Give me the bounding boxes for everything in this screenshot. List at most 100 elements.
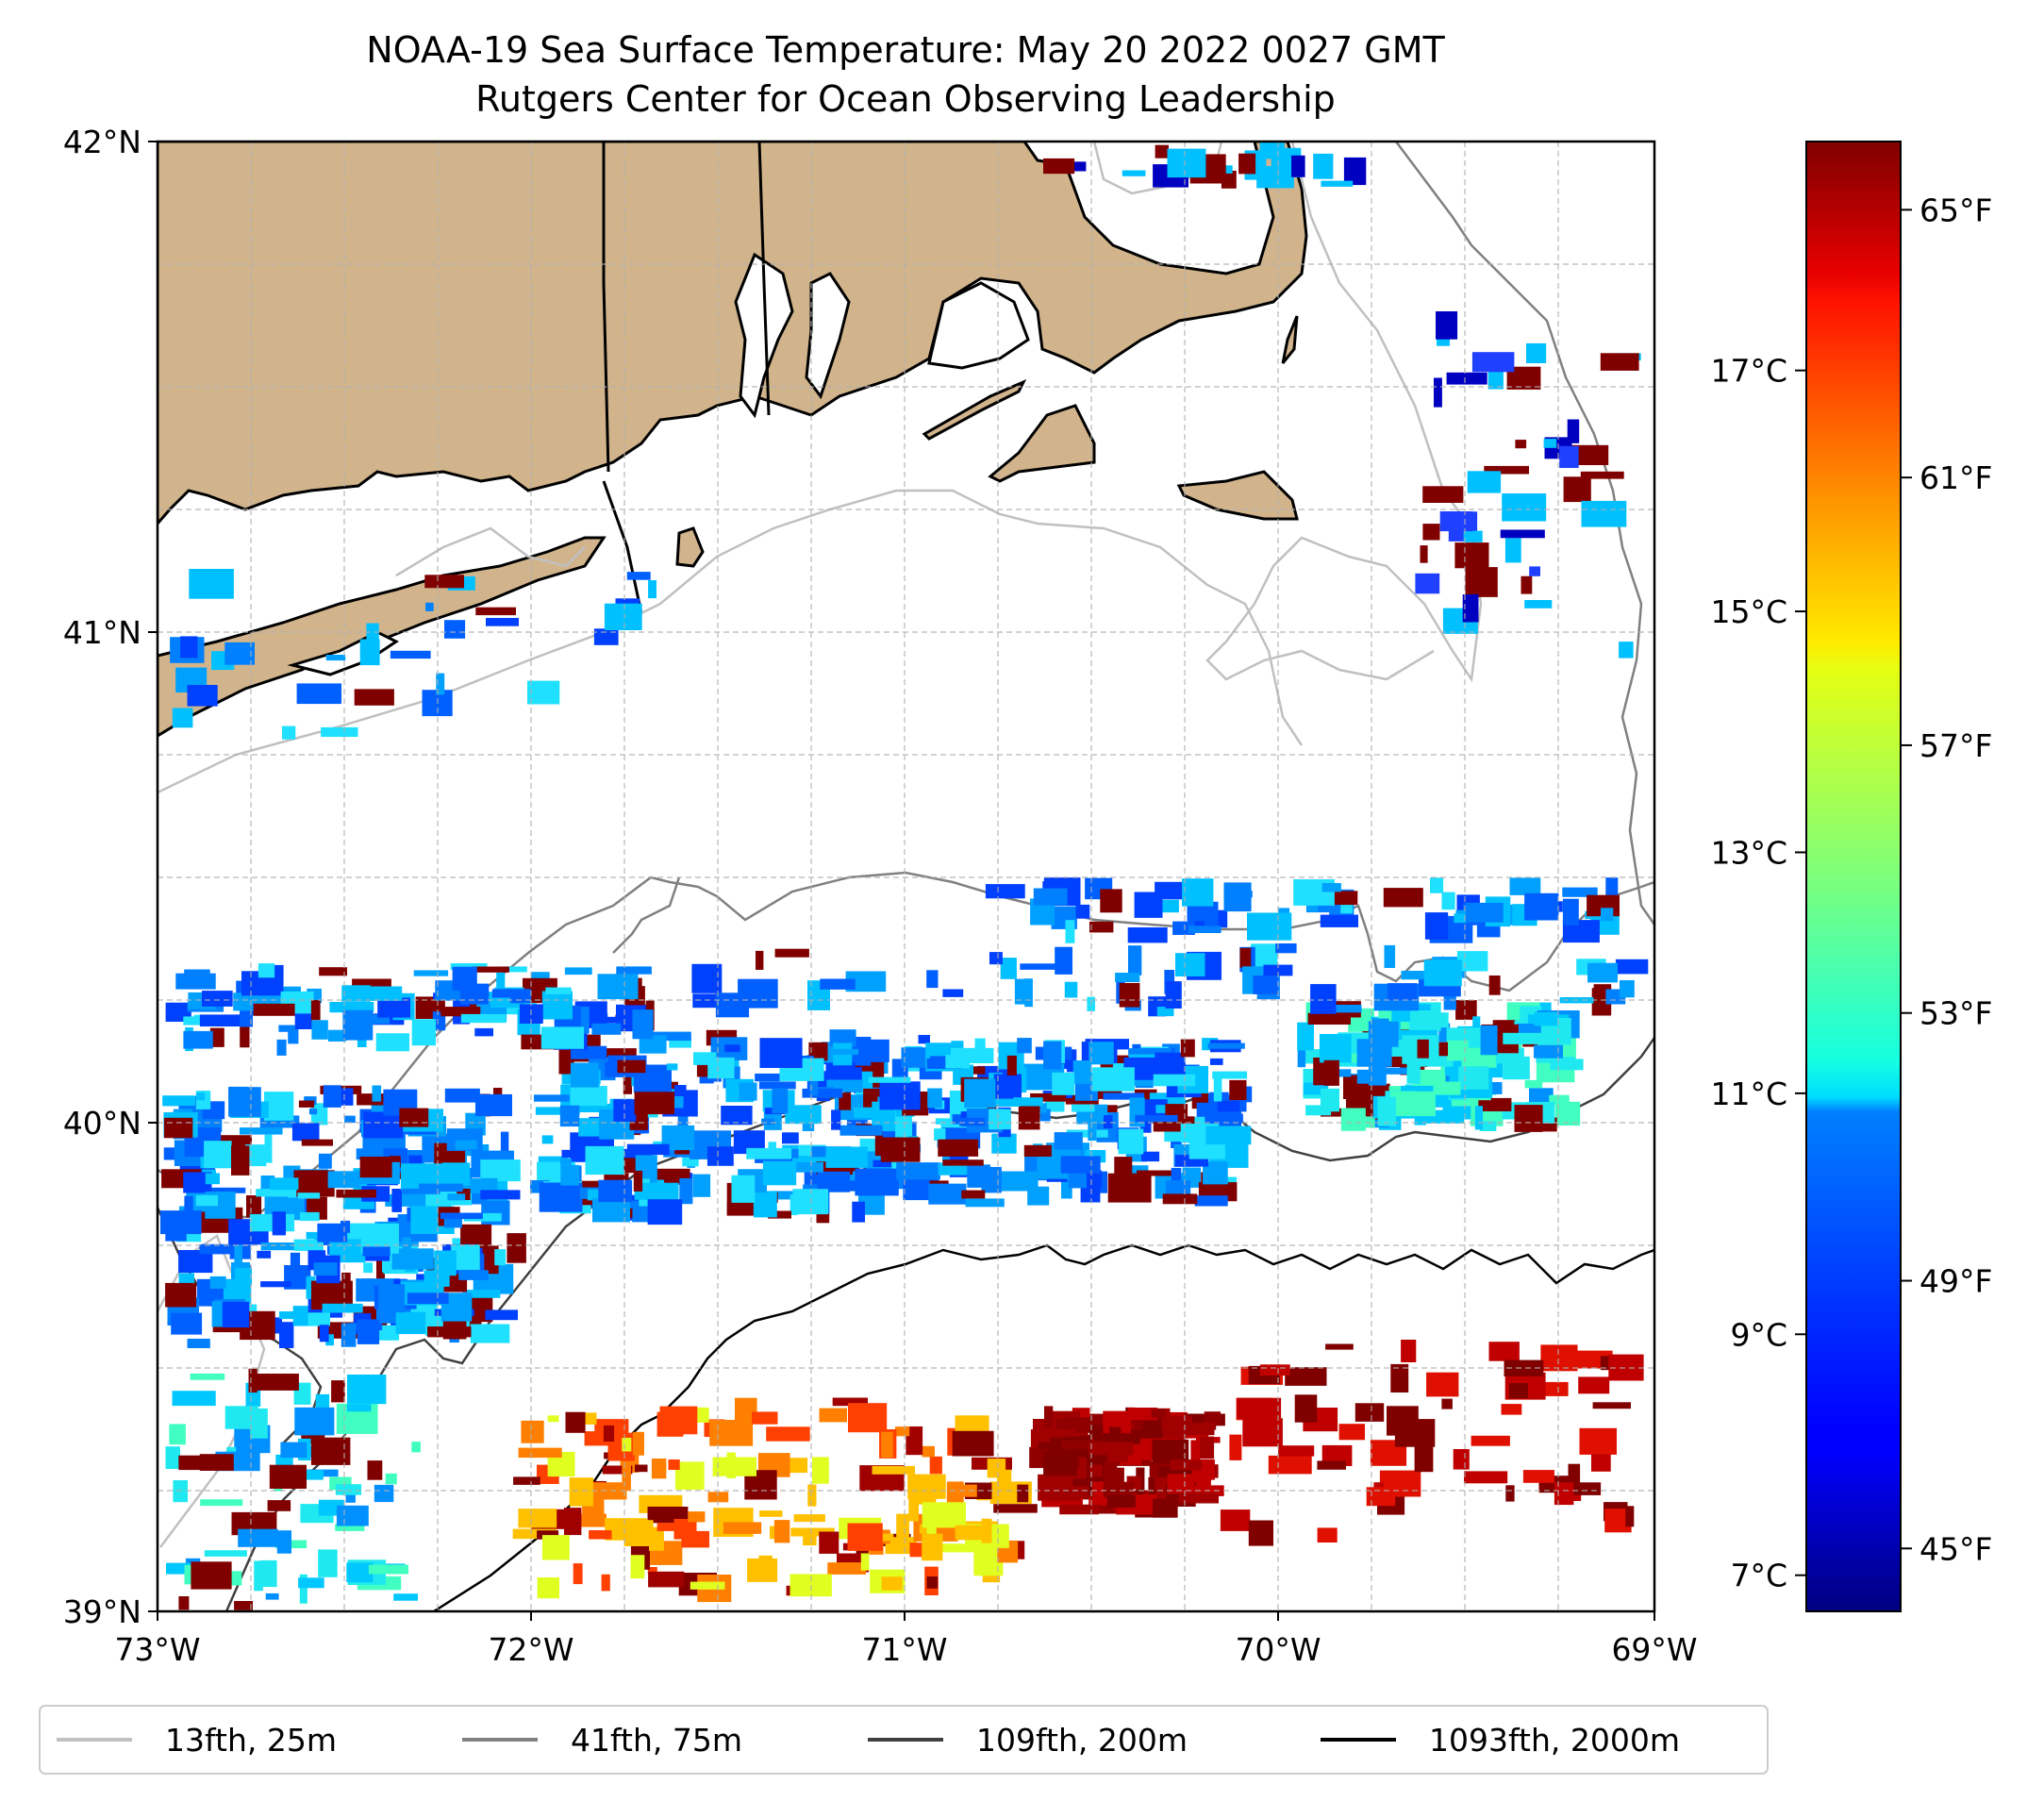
- sst-pixel: [1554, 1101, 1581, 1126]
- sst-pixel: [1141, 1151, 1160, 1162]
- sst-pixel: [942, 989, 964, 997]
- colorbar-fahrenheit-label: 65°F: [1919, 192, 1992, 228]
- sst-pixel: [288, 1026, 299, 1044]
- sst-pixel: [598, 1179, 633, 1203]
- sst-pixel: [204, 1550, 247, 1557]
- sst-pixel: [541, 1135, 554, 1144]
- sst-pixel: [1429, 1012, 1449, 1028]
- sst-pixel: [363, 1262, 373, 1274]
- sst-pixel: [688, 1511, 706, 1523]
- sst-pixel: [1043, 1451, 1078, 1476]
- sst-pixel: [1579, 1427, 1617, 1455]
- sst-pixel: [377, 997, 410, 1018]
- sst-pixel: [615, 598, 640, 607]
- sst-pixel: [1106, 1494, 1136, 1508]
- sst-pixel: [222, 1301, 250, 1328]
- sst-pixel: [1414, 1442, 1434, 1473]
- sst-pixel: [1017, 1038, 1032, 1054]
- sst-pixel: [1072, 1060, 1092, 1084]
- sst-pixel: [1089, 921, 1114, 933]
- sst-pixel: [1142, 1417, 1162, 1437]
- sst-pixel: [480, 1159, 521, 1182]
- sst-pixel: [450, 963, 488, 970]
- sst-pixel: [470, 1324, 510, 1343]
- sst-pixel: [690, 1581, 725, 1590]
- sst-pixel: [365, 986, 403, 1001]
- sst-pixel: [909, 1543, 926, 1558]
- sst-pixel: [1320, 914, 1358, 927]
- sst-pixel: [253, 1003, 295, 1016]
- sst-pixel: [989, 1098, 1021, 1107]
- sst-pixel: [1065, 920, 1075, 943]
- sst-pixel: [335, 1484, 362, 1495]
- sst-pixel: [512, 1528, 557, 1540]
- sst-pixel: [500, 966, 527, 973]
- sst-pixel: [669, 1037, 691, 1048]
- sst-pixel: [723, 1522, 762, 1534]
- sst-pixel: [1305, 1105, 1332, 1116]
- sst-pixel: [825, 1146, 868, 1168]
- sst-pixel: [1040, 1109, 1051, 1122]
- sst-pixel: [200, 1499, 243, 1507]
- sst-pixel: [558, 1049, 574, 1075]
- sst-pixel: [1033, 888, 1068, 906]
- sst-pixel: [427, 1326, 472, 1338]
- sst-pixel: [1562, 887, 1598, 897]
- sst-pixel: [318, 1153, 332, 1169]
- sst-pixel: [1043, 1041, 1062, 1070]
- sst-pixel: [1521, 575, 1533, 594]
- sst-pixel: [1156, 1007, 1174, 1017]
- sst-pixel: [989, 952, 1003, 965]
- sst-pixel: [1075, 904, 1090, 919]
- sst-pixel: [1327, 1069, 1352, 1077]
- sst-pixel: [1017, 1484, 1029, 1503]
- sst-pixel: [852, 1201, 865, 1223]
- sst-pixel: [513, 1476, 540, 1485]
- sst-pixel: [172, 708, 193, 728]
- sst-pixel: [1426, 1372, 1459, 1397]
- sst-pixel: [601, 1574, 610, 1592]
- sst-pixel: [1013, 1097, 1043, 1107]
- sst-pixel: [411, 1442, 421, 1453]
- sst-pixel: [1139, 1115, 1152, 1133]
- sst-pixel: [1151, 1409, 1166, 1418]
- sst-pixel: [1424, 912, 1449, 940]
- sst-pixel: [518, 1509, 557, 1528]
- sst-pixel: [604, 603, 642, 630]
- x-tick-label: 70°W: [1235, 1631, 1321, 1668]
- sst-pixel: [879, 1081, 921, 1110]
- sst-pixel: [1463, 530, 1483, 542]
- sst-pixel: [235, 1267, 253, 1286]
- sst-pixel: [440, 1007, 481, 1017]
- sst-pixel: [649, 1526, 664, 1551]
- sst-pixel: [480, 1190, 521, 1200]
- sst-pixel: [1237, 1397, 1282, 1419]
- sst-pixel: [1509, 877, 1541, 895]
- sst-pixel: [294, 1470, 324, 1480]
- sst-pixel: [565, 1411, 586, 1433]
- sst-pixel: [1488, 1342, 1520, 1361]
- sst-pixel: [199, 1243, 234, 1255]
- sst-pixel: [841, 1171, 865, 1182]
- sst-pixel: [758, 1555, 773, 1574]
- sst-pixel: [1059, 1504, 1099, 1515]
- sst-pixel: [1088, 1464, 1103, 1477]
- sst-pixel: [187, 685, 218, 707]
- sst-pixel: [845, 971, 887, 992]
- sst-pixel: [868, 1076, 911, 1083]
- sst-pixel: [926, 970, 939, 989]
- sst-pixel: [839, 1125, 883, 1136]
- sst-pixel: [724, 1044, 740, 1053]
- sst-pixel: [617, 1059, 646, 1074]
- sst-pixel: [831, 1109, 841, 1130]
- sst-pixel: [1568, 1463, 1581, 1483]
- sst-pixel: [597, 974, 639, 1000]
- sst-pixel: [389, 1156, 401, 1168]
- sst-pixel: [993, 1074, 1022, 1101]
- sst-pixel: [1061, 1172, 1072, 1199]
- sst-pixel: [458, 1270, 489, 1280]
- sst-pixel: [240, 1127, 283, 1135]
- colorbar-fahrenheit-label: 45°F: [1919, 1530, 1992, 1567]
- sst-pixel: [827, 1562, 866, 1575]
- sst-pixel: [485, 1309, 518, 1321]
